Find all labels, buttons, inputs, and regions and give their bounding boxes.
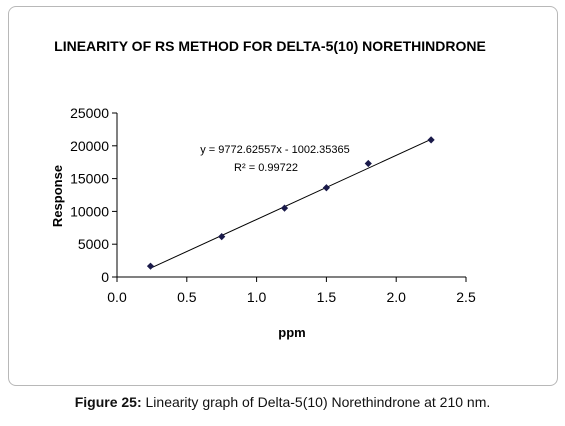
x-axis-ticks: 0.0 0.5 1.0 1.5 2.0 2.5 [107, 277, 476, 305]
y-axis-ticks: 0 5000 10000 15000 20000 25000 [70, 105, 117, 285]
data-points [146, 136, 435, 270]
y-tick-label: 10000 [70, 203, 109, 219]
chart-title: LINEARITY OF RS METHOD FOR DELTA-5(10) N… [54, 38, 486, 54]
x-axis-label: ppm [278, 325, 305, 340]
data-point [427, 136, 435, 144]
chart-axes [116, 113, 466, 278]
caption-text: Linearity graph of Delta-5(10) Norethind… [145, 394, 491, 410]
y-tick-label: 0 [101, 269, 109, 285]
x-tick-label: 0.5 [177, 289, 197, 305]
trendline-group [150, 138, 432, 269]
x-tick-label: 1.5 [317, 289, 337, 305]
y-axis-label: Response [50, 165, 65, 227]
caption-label: Figure 25: [74, 394, 142, 410]
y-tick-label: 5000 [78, 236, 109, 252]
data-point [146, 262, 155, 270]
r-squared-label: R² = 0.99722 [234, 162, 298, 174]
data-point [364, 159, 372, 168]
x-tick-label: 1.0 [247, 289, 267, 305]
trendline-equation: y = 9772.62557x - 1002.35365 [200, 144, 350, 156]
x-tick-label: 2.5 [456, 289, 476, 305]
data-point [280, 204, 289, 212]
data-point [218, 233, 226, 241]
y-tick-label: 15000 [70, 171, 109, 187]
chart-frame [8, 6, 558, 386]
trendline [150, 138, 432, 269]
data-point [322, 184, 330, 192]
x-tick-label: 0.0 [107, 289, 127, 305]
y-tick-label: 20000 [70, 138, 109, 154]
y-tick-label: 25000 [70, 105, 109, 121]
x-tick-label: 2.0 [386, 289, 406, 305]
figure-caption: Figure 25: Linearity graph of Delta-5(10… [0, 394, 565, 410]
